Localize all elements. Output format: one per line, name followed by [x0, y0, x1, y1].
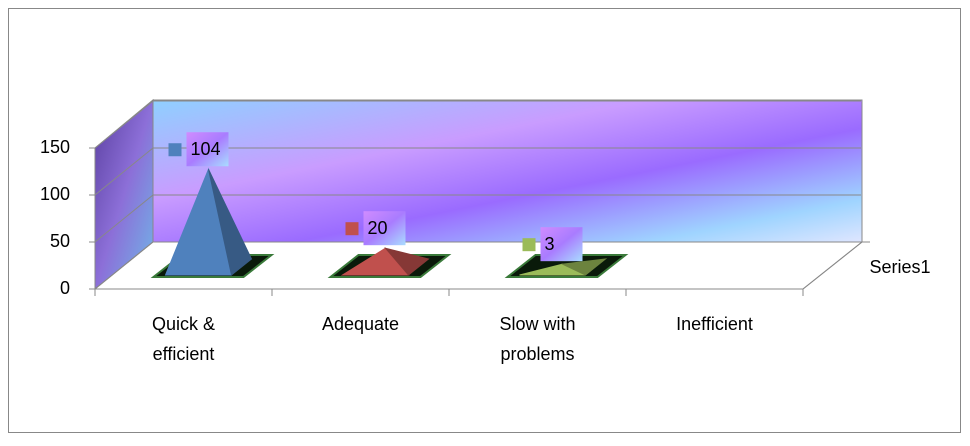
y-tick-label: 0: [60, 278, 70, 298]
data-label: 3: [545, 234, 555, 254]
grid-line: [94, 147, 154, 196]
y-tick-label: 100: [40, 184, 70, 204]
y-tick-label: 150: [40, 137, 70, 157]
series-label: Series1: [869, 257, 930, 277]
x-tick-label: Adequate: [322, 314, 399, 334]
grid-line: [94, 100, 154, 149]
x-tick-label: Inefficient: [676, 314, 753, 334]
x-tick-label: Quick & efficient: [152, 314, 215, 364]
grid-line: [94, 194, 154, 243]
pyramid-side: [384, 247, 430, 276]
data-label: 104: [191, 139, 221, 159]
label-key: [168, 143, 182, 157]
pyramid-side: [208, 169, 253, 276]
label-key: [345, 222, 359, 236]
data-label: 20: [368, 218, 388, 238]
x-tick-label: Slow with problems: [499, 314, 575, 364]
label-box: [186, 132, 229, 167]
depth-axis: [802, 241, 863, 290]
back-wall: [152, 99, 863, 243]
y-tick-label: 50: [50, 231, 70, 251]
pyramid-side: [560, 258, 608, 276]
label-key: [522, 238, 536, 252]
label-box: [540, 227, 583, 262]
grid-line: [94, 241, 154, 290]
label-box: [363, 211, 406, 246]
